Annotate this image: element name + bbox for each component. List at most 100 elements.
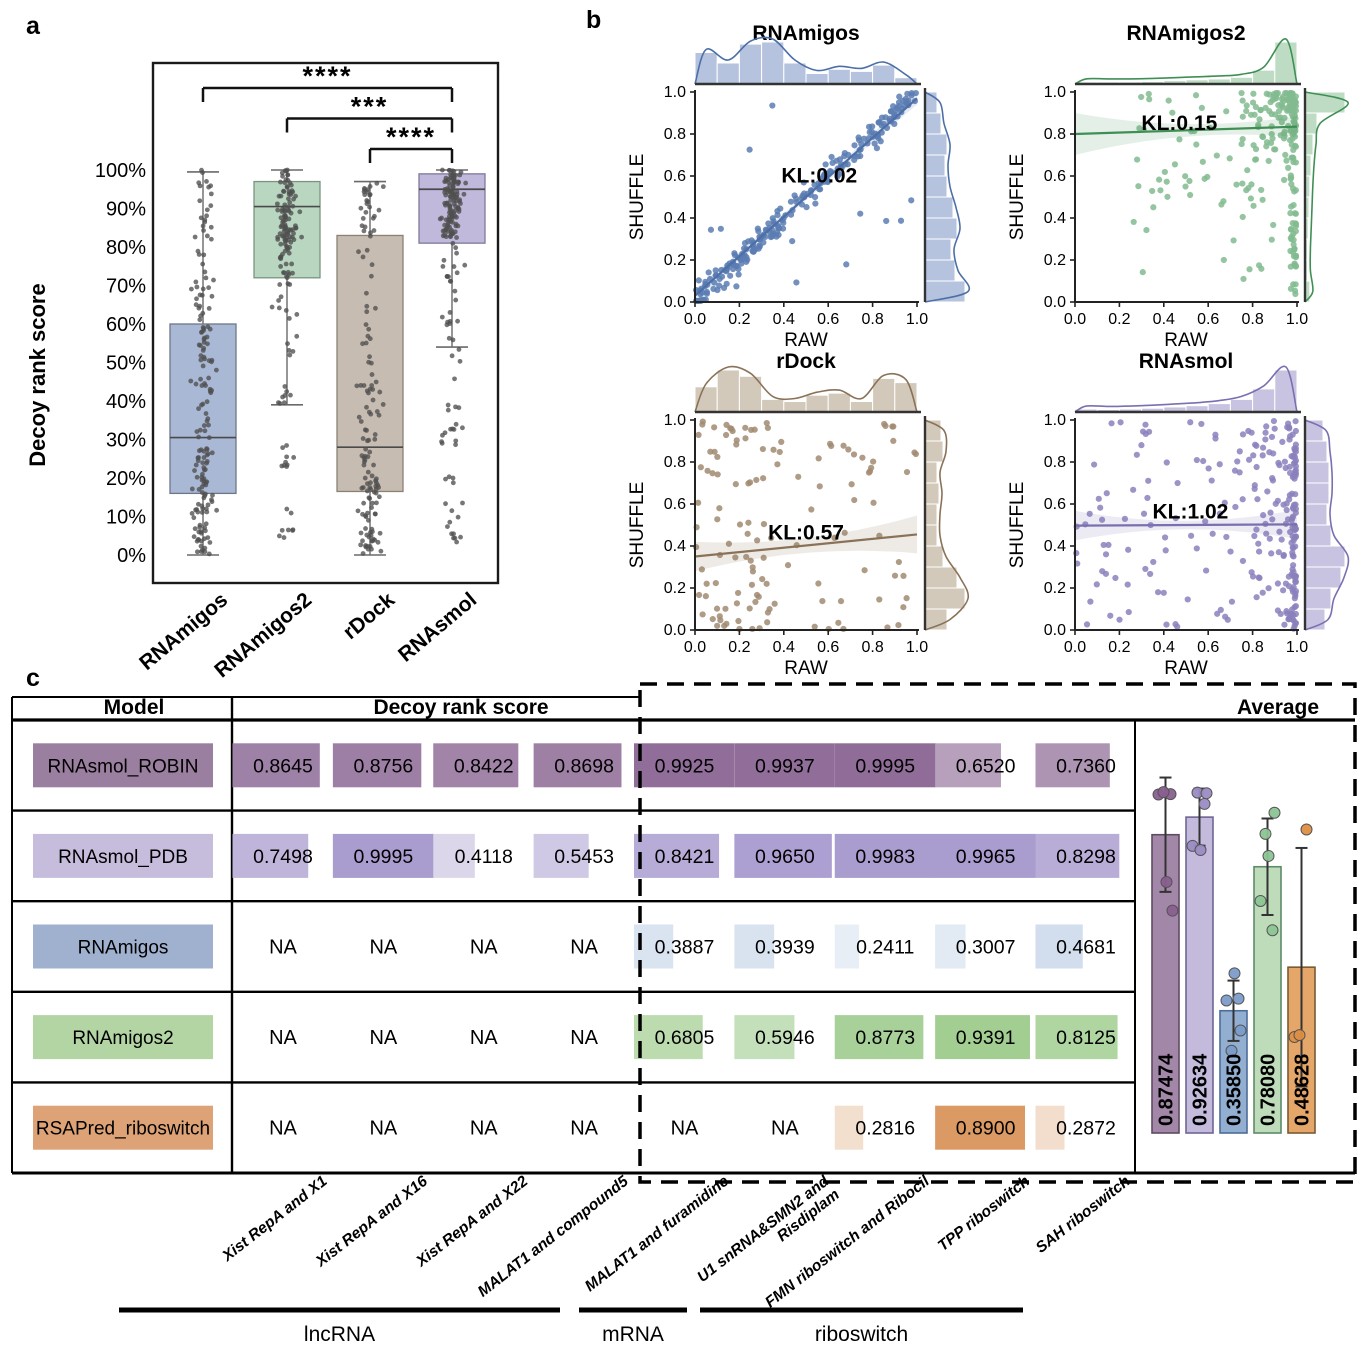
data-point bbox=[1290, 553, 1297, 560]
data-point bbox=[1236, 448, 1243, 455]
score-cell-bar bbox=[433, 743, 519, 788]
data-point bbox=[448, 198, 454, 203]
data-point bbox=[903, 595, 910, 602]
data-point bbox=[857, 152, 864, 160]
data-point bbox=[1291, 595, 1298, 602]
data-point bbox=[829, 159, 836, 166]
top-marginal-hist bbox=[694, 365, 921, 414]
data-point bbox=[1273, 91, 1280, 98]
data-point bbox=[364, 488, 370, 494]
data-point bbox=[1267, 99, 1274, 106]
data-point bbox=[714, 622, 721, 629]
data-point bbox=[363, 446, 369, 452]
hist-bar bbox=[1304, 482, 1330, 505]
data-point bbox=[360, 551, 366, 556]
data-point bbox=[734, 589, 742, 597]
data-point bbox=[445, 189, 450, 195]
data-point bbox=[723, 431, 730, 439]
data-point bbox=[363, 209, 369, 215]
data-point bbox=[1087, 598, 1094, 605]
data-point bbox=[753, 476, 760, 484]
data-point bbox=[453, 421, 459, 427]
data-point bbox=[358, 419, 364, 424]
hist-bar bbox=[1252, 388, 1276, 413]
data-point bbox=[1134, 156, 1141, 163]
data-point bbox=[775, 224, 782, 231]
data-point bbox=[373, 476, 379, 482]
y-tick-label: 0.8 bbox=[1044, 126, 1066, 143]
score-cell-value: 0.7498 bbox=[253, 846, 313, 868]
data-point bbox=[900, 604, 907, 611]
data-point bbox=[861, 567, 868, 574]
data-point bbox=[1290, 501, 1298, 509]
hist-bar bbox=[924, 259, 956, 282]
data-point bbox=[803, 204, 810, 211]
data-point bbox=[204, 509, 210, 515]
data-point bbox=[1232, 503, 1239, 511]
score-cell-value: 0.3007 bbox=[956, 937, 1016, 959]
data-point bbox=[288, 392, 293, 398]
data-point bbox=[1138, 442, 1145, 449]
y-tick-label: 40% bbox=[106, 391, 146, 413]
hist-bar bbox=[761, 398, 785, 413]
data-point bbox=[903, 468, 911, 476]
kl-value-label: KL:0.02 bbox=[781, 164, 857, 187]
hist-bar bbox=[1304, 503, 1328, 526]
data-point bbox=[209, 450, 215, 456]
data-point bbox=[458, 534, 463, 540]
data-point bbox=[1255, 540, 1262, 547]
score-cell-bar bbox=[634, 833, 720, 878]
y-tick-label: 0.6 bbox=[1044, 168, 1066, 185]
y-tick-label: 0% bbox=[117, 545, 146, 567]
sig-stars: **** bbox=[302, 61, 352, 91]
average-point bbox=[1198, 797, 1211, 810]
data-point bbox=[1292, 107, 1299, 114]
data-point bbox=[447, 278, 453, 284]
data-point bbox=[373, 480, 379, 486]
data-point bbox=[1239, 431, 1247, 438]
score-cell-bar bbox=[232, 743, 320, 788]
data-point bbox=[1278, 536, 1285, 543]
regression-line bbox=[1074, 523, 1298, 527]
table-header-model: Model bbox=[103, 696, 165, 719]
score-cell-value: 0.6520 bbox=[956, 755, 1016, 777]
data-point bbox=[1292, 533, 1299, 540]
data-point bbox=[297, 209, 303, 215]
data-point bbox=[1276, 528, 1283, 535]
data-point bbox=[364, 247, 370, 253]
data-point bbox=[198, 530, 204, 536]
data-point bbox=[743, 553, 750, 561]
x-axis-label: RAW bbox=[1164, 330, 1208, 351]
data-point bbox=[1250, 142, 1257, 149]
data-point bbox=[1117, 419, 1124, 426]
data-point bbox=[292, 223, 298, 229]
data-point bbox=[1150, 558, 1157, 566]
data-point bbox=[1223, 108, 1230, 115]
data-point bbox=[188, 286, 194, 292]
data-point bbox=[716, 282, 723, 289]
data-point bbox=[760, 554, 767, 561]
y-tick-label: 0.2 bbox=[664, 580, 686, 597]
data-point bbox=[1208, 477, 1215, 484]
data-point bbox=[1251, 532, 1258, 540]
density-curve bbox=[1304, 91, 1349, 303]
data-point bbox=[1143, 227, 1150, 234]
data-point bbox=[1213, 152, 1220, 159]
data-point bbox=[367, 496, 373, 501]
data-point bbox=[831, 534, 838, 541]
data-point bbox=[1252, 156, 1259, 163]
data-point bbox=[1290, 460, 1298, 467]
data-point bbox=[1227, 548, 1234, 555]
y-tick-label: 1.0 bbox=[664, 412, 686, 429]
data-point bbox=[1287, 285, 1295, 292]
data-point bbox=[727, 425, 734, 432]
data-point bbox=[192, 526, 198, 532]
data-point bbox=[716, 505, 723, 512]
data-point bbox=[1112, 574, 1119, 582]
data-point bbox=[204, 418, 210, 424]
data-point bbox=[201, 345, 207, 351]
data-point bbox=[287, 282, 293, 287]
density-curve bbox=[694, 365, 918, 413]
data-point bbox=[364, 303, 370, 309]
data-point bbox=[365, 454, 371, 460]
